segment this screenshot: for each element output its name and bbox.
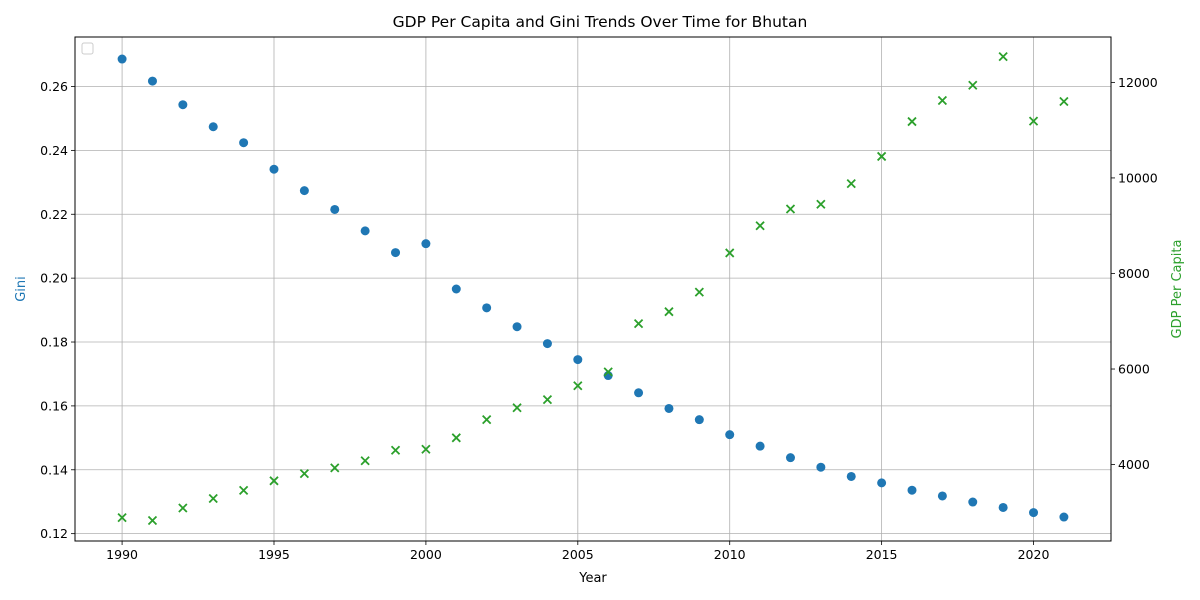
- gdp-per-capita-point: [360, 456, 370, 466]
- gini-point: [299, 186, 309, 196]
- gdp-per-capita-point: [876, 151, 887, 162]
- x-axis: 1990 1995 2000 2005 2010 2015 2020: [106, 541, 1049, 562]
- gini-point: [937, 491, 947, 501]
- gdp-per-capita-point: [238, 485, 249, 495]
- y-right-tick-label: 4000: [1118, 457, 1150, 472]
- x-tick-label: 2015: [866, 547, 898, 562]
- plot-frame: [74, 36, 1112, 542]
- gdp-per-capita-point: [451, 433, 461, 443]
- gini-point: [421, 239, 431, 249]
- gdp-per-capita-point: [968, 80, 978, 90]
- gdp-per-capita-point: [573, 381, 583, 391]
- y-left-tick-label: 0.16: [40, 398, 68, 413]
- gdp-per-capita-point: [269, 476, 279, 486]
- gdp-per-capita-point: [633, 318, 644, 329]
- gdp-per-capita-point: [907, 116, 917, 127]
- gdp-per-capita-point: [664, 307, 674, 317]
- y-left-tick-label: 0.26: [40, 79, 68, 94]
- gini-point: [451, 284, 461, 294]
- gini-point: [725, 430, 735, 440]
- grid-lines: [75, 37, 1111, 541]
- gini-point: [178, 100, 188, 110]
- gini-point: [968, 497, 978, 507]
- x-tick-label: 2020: [1018, 547, 1050, 562]
- y-left-tick-label: 0.12: [40, 526, 68, 541]
- gini-point: [208, 122, 218, 132]
- x-tick-label: 2000: [410, 547, 442, 562]
- y-left-tick-label: 0.20: [40, 271, 68, 286]
- gdp-per-capita-point: [785, 204, 796, 214]
- gdp-per-capita-point: [147, 515, 158, 526]
- gini-point: [269, 164, 279, 174]
- gdp-per-capita-point: [421, 444, 431, 454]
- gdp-per-capita-point: [998, 51, 1008, 62]
- y-left-tick-label: 0.22: [40, 207, 68, 222]
- y-axis-right-title: GDP Per Capita: [1170, 240, 1185, 339]
- gdp-per-capita-point: [390, 445, 401, 455]
- y-axis-right: 4000 6000 8000 10000 12000: [1111, 75, 1158, 472]
- gini-point: [694, 415, 704, 425]
- gini-point: [846, 471, 856, 481]
- gdp-per-capita-point: [330, 463, 340, 473]
- gdp-per-capita-point: [937, 95, 948, 106]
- gdp-per-capita-point: [816, 199, 826, 209]
- gdp-per-capita-point: [1059, 96, 1069, 107]
- gdp-per-capita-point: [1028, 116, 1039, 126]
- gdp-per-capita-point: [117, 512, 127, 523]
- gdp-per-capita-point: [694, 287, 704, 297]
- gini-point: [634, 388, 644, 398]
- gdp-per-capita-point: [299, 469, 310, 479]
- gini-point: [117, 54, 127, 64]
- gdp-per-capita-point: [512, 403, 522, 413]
- gini-point: [512, 322, 522, 332]
- gdp-per-capita-point: [208, 493, 218, 504]
- gdp-per-capita-point: [482, 415, 492, 425]
- gini-point: [1029, 508, 1039, 518]
- gini-point: [391, 248, 401, 258]
- gini-point: [755, 441, 765, 451]
- y-right-tick-label: 10000: [1118, 170, 1158, 185]
- x-tick-label: 2005: [562, 547, 594, 562]
- gini-point: [360, 226, 370, 236]
- gini-point: [239, 138, 249, 148]
- gdp-per-capita-point: [846, 179, 856, 189]
- data-series: [117, 51, 1069, 526]
- gini-point: [664, 403, 674, 413]
- x-tick-label: 1995: [258, 547, 290, 562]
- gdp-per-capita-point: [178, 503, 188, 513]
- gini-point: [330, 204, 340, 214]
- gdp-per-capita-series: [117, 51, 1069, 526]
- legend-box: [81, 42, 94, 55]
- gini-point: [907, 485, 917, 495]
- y-left-tick-label: 0.24: [40, 143, 68, 158]
- gdp-per-capita-point: [603, 367, 613, 377]
- y-right-tick-label: 8000: [1118, 266, 1150, 281]
- gini-point: [785, 453, 795, 463]
- y-left-tick-label: 0.14: [40, 462, 68, 477]
- gini-point: [542, 339, 552, 349]
- y-axis-left-title: Gini: [14, 276, 29, 302]
- gini-point: [998, 502, 1008, 512]
- gdp-per-capita-point: [725, 248, 735, 258]
- y-right-tick-label: 6000: [1118, 362, 1150, 377]
- chart-title: GDP Per Capita and Gini Trends Over Time…: [393, 13, 808, 31]
- gini-series: [117, 54, 1069, 522]
- gini-point: [482, 303, 492, 313]
- gini-point: [147, 76, 157, 86]
- y-axis-left: 0.12 0.14 0.16 0.18 0.20 0.22 0.24 0.26: [40, 79, 75, 541]
- gdp-per-capita-point: [755, 221, 765, 231]
- gdp-per-capita-point: [542, 394, 553, 405]
- gini-point: [1059, 512, 1069, 522]
- gini-point: [573, 355, 583, 365]
- gini-point: [877, 478, 887, 488]
- y-right-tick-label: 12000: [1118, 75, 1158, 90]
- x-tick-label: 1990: [106, 547, 138, 562]
- y-left-tick-label: 0.18: [40, 335, 68, 350]
- x-tick-label: 2010: [714, 547, 746, 562]
- x-axis-title: Year: [578, 571, 607, 586]
- gini-point: [816, 462, 826, 472]
